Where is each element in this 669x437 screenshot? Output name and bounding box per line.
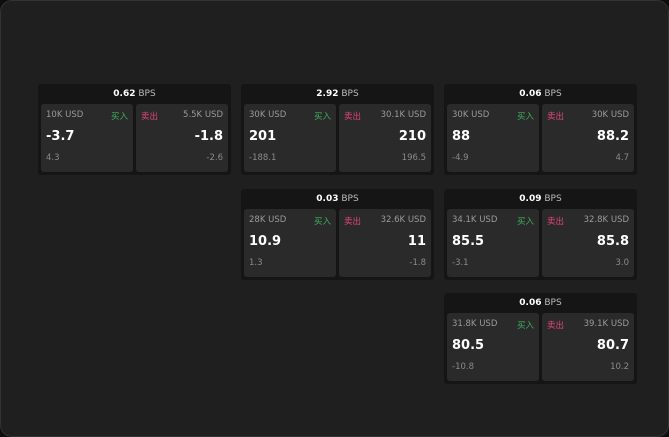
quote-widget: 0.09 BPS 34.1K USD 买入 85.5 -3.1 卖出 32.8K…	[444, 189, 637, 280]
spread-header: 0.09 BPS	[444, 189, 637, 209]
bid-size: 34.1K USD	[452, 215, 498, 225]
sell-card[interactable]: 卖出 32.6K USD 11 -1.8	[339, 209, 431, 277]
quote-widget: 2.92 BPS 30K USD 买入 201 -188.1 卖出 30.1K …	[241, 84, 434, 175]
bid-price: 201	[249, 129, 277, 144]
quote-widget: 0.62 BPS 10K USD 买入 -3.7 4.3 卖出 5.5K USD…	[38, 84, 231, 175]
spread-value: 0.06	[519, 89, 542, 99]
ask-price: 210	[398, 129, 426, 144]
buy-card[interactable]: 34.1K USD 买入 85.5 -3.1	[447, 209, 539, 277]
spread-header: 0.06 BPS	[444, 293, 637, 313]
ask-size: 32.6K USD	[380, 215, 426, 225]
ask-size: 30K USD	[591, 110, 629, 120]
bid-price: 10.9	[249, 234, 282, 249]
sell-card[interactable]: 卖出 30K USD 88.2 4.7	[542, 104, 634, 172]
spread-unit: BPS	[138, 89, 156, 99]
spread-value: 2.92	[316, 89, 339, 99]
buy-label: 买入	[516, 217, 534, 227]
spread-value: 0.09	[519, 194, 542, 204]
ask-change: 10.2	[610, 362, 629, 372]
spread-unit: BPS	[341, 89, 359, 99]
bid-size: 30K USD	[249, 110, 287, 120]
ask-change: -2.6	[206, 153, 223, 163]
bid-change: 4.3	[46, 153, 60, 163]
buy-label: 买入	[110, 112, 128, 122]
ask-price: 80.7	[596, 338, 629, 353]
bid-change: 1.3	[249, 258, 263, 268]
spread-value: 0.03	[316, 194, 339, 204]
sell-label: 卖出	[344, 112, 362, 122]
sell-card[interactable]: 卖出 39.1K USD 80.7 10.2	[542, 313, 634, 381]
quote-widget: 0.06 BPS 30K USD 买入 88 -4.9 卖出 30K USD 8…	[444, 84, 637, 175]
ask-change: 4.7	[615, 153, 629, 163]
ask-change: -1.8	[409, 258, 426, 268]
buy-card[interactable]: 30K USD 买入 201 -188.1	[244, 104, 336, 172]
sell-label: 卖出	[547, 217, 565, 227]
sell-card[interactable]: 卖出 30.1K USD 210 196.5	[339, 104, 431, 172]
spread-unit: BPS	[544, 298, 562, 308]
quote-widget: 0.06 BPS 31.8K USD 买入 80.5 -10.8 卖出 39.1…	[444, 293, 637, 384]
bid-change: -3.1	[452, 258, 469, 268]
buy-label: 买入	[516, 321, 534, 331]
bid-price: 80.5	[452, 338, 485, 353]
sell-label: 卖出	[547, 112, 565, 122]
bid-price: 85.5	[452, 234, 485, 249]
ask-size: 30.1K USD	[380, 110, 426, 120]
buy-label: 买入	[313, 217, 331, 227]
bid-change: -4.9	[452, 153, 469, 163]
spread-unit: BPS	[544, 89, 562, 99]
spread-header: 0.03 BPS	[241, 189, 434, 209]
bid-price: -3.7	[46, 129, 75, 144]
ask-change: 196.5	[401, 153, 426, 163]
ask-size: 32.8K USD	[583, 215, 629, 225]
quote-widget: 0.03 BPS 28K USD 买入 10.9 1.3 卖出 32.6K US…	[241, 189, 434, 280]
buy-card[interactable]: 28K USD 买入 10.9 1.3	[244, 209, 336, 277]
buy-card[interactable]: 30K USD 买入 88 -4.9	[447, 104, 539, 172]
bid-change: -188.1	[249, 153, 277, 163]
bid-size: 28K USD	[249, 215, 287, 225]
bid-size: 30K USD	[452, 110, 490, 120]
buy-card[interactable]: 31.8K USD 买入 80.5 -10.8	[447, 313, 539, 381]
bid-size: 31.8K USD	[452, 319, 498, 329]
sell-label: 卖出	[547, 321, 565, 331]
ask-price: 11	[407, 234, 426, 249]
ask-price: -1.8	[194, 129, 223, 144]
spread-header: 0.06 BPS	[444, 84, 637, 104]
spread-unit: BPS	[341, 194, 359, 204]
ask-size: 5.5K USD	[183, 110, 223, 120]
spread-unit: BPS	[544, 194, 562, 204]
buy-card[interactable]: 10K USD 买入 -3.7 4.3	[41, 104, 133, 172]
ask-size: 39.1K USD	[583, 319, 629, 329]
ask-price: 88.2	[596, 129, 629, 144]
sell-label: 卖出	[344, 217, 362, 227]
spread-value: 0.06	[519, 298, 542, 308]
spread-header: 2.92 BPS	[241, 84, 434, 104]
ask-price: 85.8	[596, 234, 629, 249]
ask-change: 3.0	[615, 258, 629, 268]
spread-value: 0.62	[113, 89, 136, 99]
sell-card[interactable]: 卖出 5.5K USD -1.8 -2.6	[136, 104, 228, 172]
buy-label: 买入	[516, 112, 534, 122]
bid-size: 10K USD	[46, 110, 84, 120]
spread-header: 0.62 BPS	[38, 84, 231, 104]
sell-card[interactable]: 卖出 32.8K USD 85.8 3.0	[542, 209, 634, 277]
buy-label: 买入	[313, 112, 331, 122]
bid-change: -10.8	[452, 362, 474, 372]
bid-price: 88	[452, 129, 471, 144]
sell-label: 卖出	[141, 112, 159, 122]
